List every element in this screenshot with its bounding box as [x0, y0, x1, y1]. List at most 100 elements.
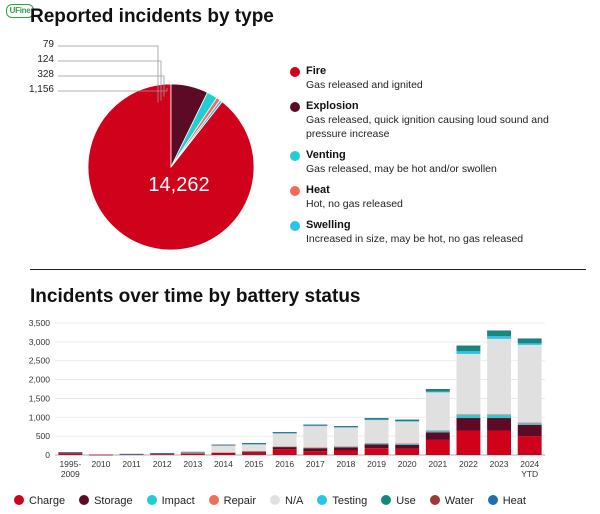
bar-chart-title: Incidents over time by battery status	[30, 286, 361, 307]
legend-swatch	[270, 495, 281, 505]
bar-segment-n-a	[364, 420, 389, 444]
x-tick-label: 2010	[91, 459, 110, 469]
bar-segment-testing	[272, 433, 297, 434]
bar-segment-storage	[88, 454, 113, 456]
legend-description: Increased in size, may be hot, no gas re…	[306, 233, 524, 245]
bar-segment-charge	[333, 450, 358, 455]
bar-segment-charge	[364, 448, 389, 455]
legend-label: Repair	[223, 495, 257, 507]
bar-segment-n-a	[517, 344, 542, 423]
y-tick-label: 1,500	[29, 393, 51, 403]
bar-segment-charge	[242, 452, 267, 455]
bar-segment-use	[517, 338, 542, 344]
legend-name: Fire	[306, 65, 327, 77]
pie-legend-item-fire: Fire Gas released and ignited	[290, 64, 590, 92]
bar-legend-item-charge: Charge	[14, 495, 65, 507]
bar-segment-impact	[425, 430, 450, 433]
bar-segment-impact	[487, 415, 512, 419]
pie-callout-heat: 124	[37, 54, 54, 65]
bar-segment-storage	[211, 452, 236, 454]
bar-segment-use	[364, 418, 389, 420]
bar-segment-charge	[395, 448, 420, 455]
bar-legend-item-heat: Heat	[487, 495, 526, 507]
bar-segment-testing	[456, 351, 481, 354]
legend-swatch	[146, 495, 157, 505]
bar-segment-testing	[303, 425, 328, 427]
pie-value-label-fire: 14,262	[148, 174, 209, 196]
legend-swatch	[14, 495, 24, 505]
bar-segment-heat	[395, 419, 420, 421]
pie-leader-line-swelling	[58, 45, 159, 103]
legend-label: Testing	[332, 495, 368, 507]
bar-segment-impact	[364, 443, 389, 445]
bar-segment-n-a	[456, 353, 481, 415]
legend-description: Gas released and ignited	[306, 79, 423, 91]
y-tick-label: 500	[36, 431, 50, 441]
x-tick-label: 2011	[122, 459, 141, 469]
bar-segment-use	[487, 330, 512, 337]
bar-segment-heat	[303, 424, 328, 426]
bar-segment-charge	[58, 453, 83, 455]
bar-segment-use	[395, 419, 420, 422]
bar-legend-item-storage: Storage	[79, 495, 133, 507]
legend-name: Explosion	[306, 100, 359, 112]
bar-segment-repair	[333, 446, 358, 448]
bar-segment-repair	[517, 422, 542, 424]
bar-segment-heat	[119, 453, 144, 455]
bar-legend-item-n-a: N/A	[270, 495, 303, 507]
bar-segment-heat	[272, 432, 297, 433]
bar-segment-n-a	[211, 445, 236, 453]
pie-legend-item-heat: Heat Hot, no gas released	[290, 183, 590, 211]
legend-swatch	[79, 495, 90, 505]
bar-segment-testing	[211, 445, 236, 446]
bar-segment-testing	[364, 419, 389, 421]
bar-segment-charge	[272, 449, 297, 455]
bar-segment-testing	[517, 343, 542, 345]
x-tick-label: 2014	[214, 459, 233, 469]
bar-segment-repair	[272, 446, 297, 447]
bar-segment-charge	[303, 451, 328, 455]
legend-swatch	[290, 221, 300, 231]
pie-legend-item-swelling: Swelling Increased in size, may be hot, n…	[290, 218, 590, 246]
x-tick-label: 2016	[275, 459, 294, 469]
legend-swatch	[208, 495, 219, 505]
bar-segment-n-a	[487, 338, 512, 415]
x-tick-label: 2022	[459, 459, 478, 469]
legend-label: Water	[444, 495, 474, 507]
bar-segment-storage	[456, 418, 481, 431]
y-tick-label: 0	[45, 450, 50, 460]
legend-label: Impact	[161, 495, 195, 507]
legend-name: Heat	[306, 184, 330, 196]
pie-leader-line-heat	[58, 60, 162, 101]
bar-segment-n-a	[242, 444, 267, 452]
bar-segment-storage	[364, 444, 389, 449]
bar-segment-heat	[487, 330, 512, 332]
legend-name: Venting	[306, 149, 346, 161]
bar-segment-repair	[303, 447, 328, 448]
bar-segment-heat	[58, 452, 83, 453]
x-tick-label: 2012	[153, 459, 172, 469]
x-tick-label: 2017	[306, 459, 325, 469]
bar-segment-storage	[517, 424, 542, 437]
bar-segment-charge	[517, 436, 542, 455]
x-tick-label: 2023	[490, 459, 509, 469]
x-tick-label: 2024 YTD	[520, 459, 539, 479]
bar-segment-heat	[242, 443, 267, 444]
bar-segment-heat	[333, 426, 358, 427]
bar-segment-n-a	[333, 427, 358, 447]
bar-legend-item-repair: Repair	[208, 495, 257, 507]
bar-segment-use	[425, 389, 450, 392]
bar-segment-repair	[487, 414, 512, 416]
bar-segment-storage	[303, 448, 328, 452]
bar-segment-heat	[150, 453, 175, 454]
x-tick-label: 2020	[398, 459, 417, 469]
bar-legend-item-impact: Impact	[146, 495, 195, 507]
legend-description: Gas released, quick ignition causing lou…	[306, 114, 549, 140]
bar-segment-heat	[180, 451, 205, 453]
pie-slice-swelling	[170, 99, 223, 168]
bar-legend-item-testing: Testing	[317, 495, 367, 507]
bar-segment-heat	[517, 338, 542, 339]
legend-label: Heat	[502, 495, 526, 507]
pie-legend-item-explosion: Explosion Gas released, quick ignition ca…	[290, 99, 590, 141]
y-tick-label: 1,000	[29, 412, 51, 422]
